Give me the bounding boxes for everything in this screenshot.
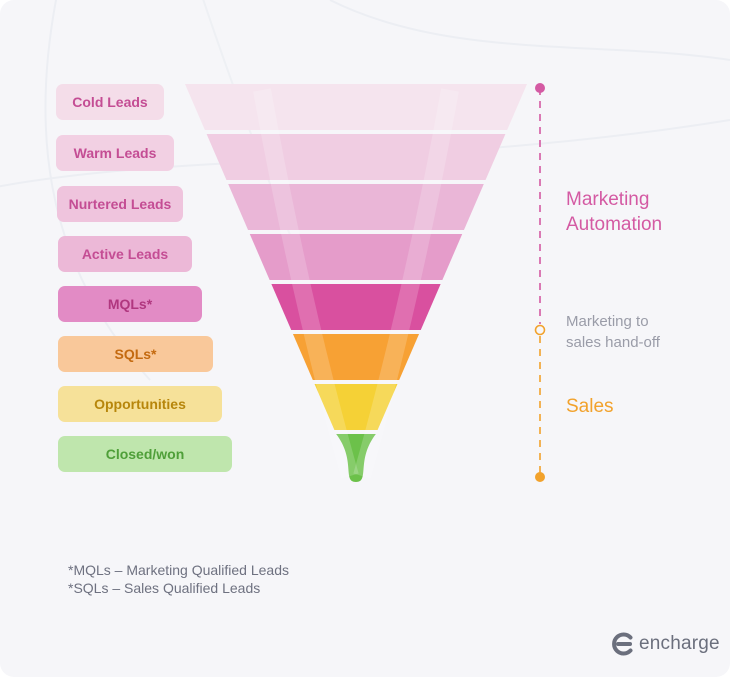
- handoff-line-2: sales hand-off: [566, 334, 660, 351]
- marketing-automation-label: Marketing Automation: [566, 187, 662, 237]
- stage-label-closed-won: Closed/won: [58, 436, 232, 472]
- stage-label-mqls: MQLs*: [58, 286, 202, 322]
- funnel-highlight-2: [353, 88, 459, 479]
- funnel-band-5: [271, 284, 441, 330]
- footnote-sql: *SQLs – Sales Qualified Leads: [68, 580, 261, 596]
- marketing-automation-line-2: Automation: [566, 214, 663, 235]
- funnel-band-2: [206, 134, 506, 180]
- stage-label-active-leads: Active Leads: [58, 236, 192, 272]
- funnel-band-8: [336, 434, 376, 482]
- funnel-band-6: [292, 334, 420, 380]
- marketing-automation-line-1: Marketing: [566, 189, 650, 210]
- handoff-line-1: Marketing to: [566, 313, 649, 330]
- stage-label-nurtered-leads: Nurtered Leads: [57, 186, 183, 222]
- funnel-highlight-1: [253, 88, 359, 479]
- timeline-handoff-dot: [534, 324, 546, 336]
- stage-label-cold-leads: Cold Leads: [56, 84, 164, 120]
- stage-label-opportunities: Opportunities: [58, 386, 222, 422]
- funnel-band-7: [314, 384, 398, 430]
- stage-label-warm-leads: Warm Leads: [56, 135, 174, 171]
- encharge-logo-icon: [612, 632, 633, 656]
- encharge-logo: encharge: [610, 630, 720, 658]
- logo-text: encharge: [639, 633, 720, 654]
- funnel-band-1: [185, 84, 527, 130]
- sales-label: Sales: [566, 396, 614, 417]
- timeline-end-dot: [535, 472, 545, 482]
- stage-label-sqls: SQLs*: [58, 336, 213, 372]
- footnote-mql: *MQLs – Marketing Qualified Leads: [68, 562, 289, 578]
- funnel-band-4: [249, 234, 463, 280]
- timeline-start-dot: [535, 83, 545, 93]
- handoff-label: Marketing to sales hand-off: [566, 311, 660, 353]
- funnel-band-3: [228, 184, 484, 230]
